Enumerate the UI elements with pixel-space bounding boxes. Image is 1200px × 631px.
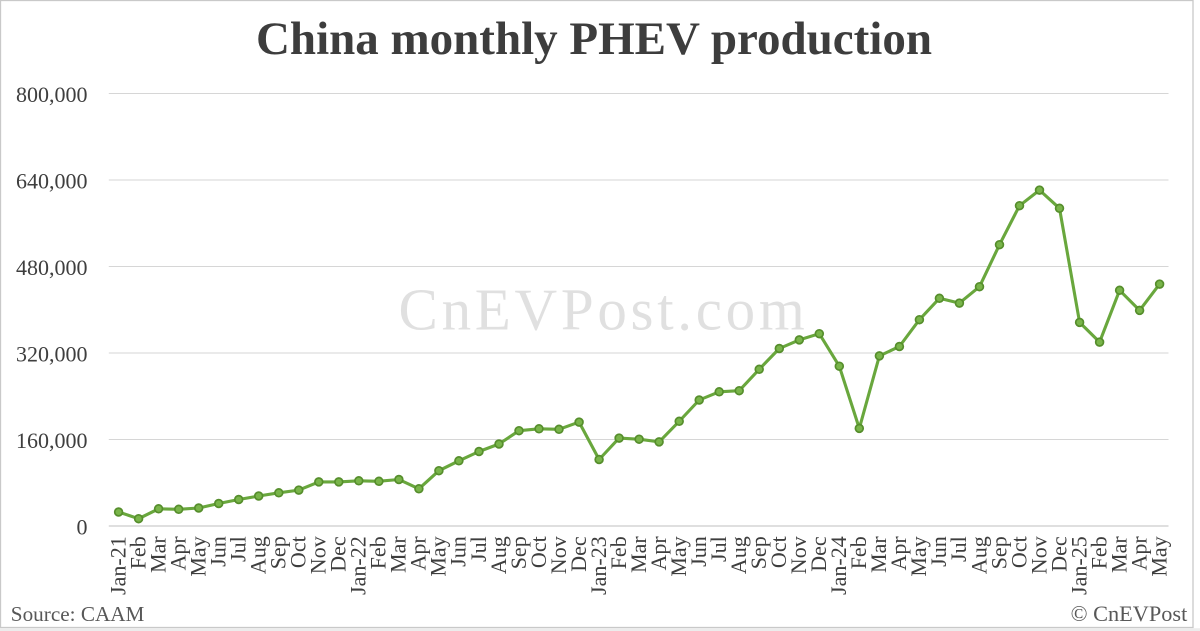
svg-text:Jul: Jul (226, 536, 251, 562)
svg-text:Mar: Mar (866, 536, 891, 573)
svg-text:Aug: Aug (486, 536, 511, 574)
svg-text:China monthly PHEV production: China monthly PHEV production (256, 13, 932, 65)
svg-text:Jun: Jun (206, 536, 231, 567)
svg-text:Mar: Mar (386, 536, 411, 573)
svg-text:320,000: 320,000 (16, 342, 88, 367)
svg-text:May: May (426, 536, 451, 576)
svg-text:Nov: Nov (1026, 536, 1051, 574)
svg-text:Dec: Dec (1046, 536, 1071, 572)
svg-text:Aug: Aug (966, 536, 991, 574)
svg-text:Apr: Apr (646, 536, 671, 571)
svg-text:Sep: Sep (746, 536, 771, 569)
svg-text:Nov: Nov (306, 536, 331, 574)
svg-text:Feb: Feb (125, 536, 150, 569)
svg-text:May: May (906, 536, 931, 576)
svg-text:Jun: Jun (446, 536, 471, 567)
svg-text:Mar: Mar (626, 536, 651, 573)
svg-text:Oct: Oct (286, 536, 311, 568)
svg-text:May: May (186, 536, 211, 576)
svg-text:Jan-22: Jan-22 (346, 536, 371, 595)
svg-text:Mar: Mar (145, 536, 170, 573)
svg-text:Oct: Oct (766, 536, 791, 568)
svg-text:Feb: Feb (606, 536, 631, 569)
svg-text:Jun: Jun (686, 536, 711, 567)
svg-text:Jan-24: Jan-24 (826, 536, 851, 595)
svg-text:800,000: 800,000 (16, 82, 88, 107)
svg-text:0: 0 (77, 515, 88, 540)
svg-text:Feb: Feb (366, 536, 391, 569)
svg-text:Feb: Feb (846, 536, 871, 569)
svg-text:May: May (666, 536, 691, 576)
svg-text:May: May (1146, 536, 1171, 576)
svg-text:Sep: Sep (266, 536, 291, 569)
svg-text:Apr: Apr (886, 536, 911, 571)
svg-text:Sep: Sep (506, 536, 531, 569)
svg-text:Aug: Aug (726, 536, 751, 574)
svg-text:Jul: Jul (946, 536, 971, 562)
svg-text:Jul: Jul (706, 536, 731, 562)
svg-text:Apr: Apr (406, 536, 431, 571)
svg-text:Nov: Nov (546, 536, 571, 574)
svg-text:Jan-23: Jan-23 (586, 536, 611, 595)
svg-text:Oct: Oct (526, 536, 551, 568)
svg-text:Jan-25: Jan-25 (1066, 536, 1091, 595)
svg-text:Feb: Feb (1086, 536, 1111, 569)
svg-text:Dec: Dec (566, 536, 591, 572)
svg-text:Aug: Aug (246, 536, 271, 574)
svg-text:CnEVPost.com: CnEVPost.com (399, 277, 809, 343)
svg-text:480,000: 480,000 (16, 255, 88, 280)
svg-text:Apr: Apr (166, 536, 191, 571)
svg-text:160,000: 160,000 (16, 428, 88, 453)
svg-text:Dec: Dec (326, 536, 351, 572)
svg-text:Jan-21: Jan-21 (105, 536, 130, 595)
svg-text:Sep: Sep (986, 536, 1011, 569)
svg-text:Jul: Jul (466, 536, 491, 562)
svg-text:Jun: Jun (926, 536, 951, 567)
svg-text:Nov: Nov (786, 536, 811, 574)
svg-text:640,000: 640,000 (16, 169, 88, 194)
svg-text:Dec: Dec (806, 536, 831, 572)
svg-text:Oct: Oct (1006, 536, 1031, 568)
svg-text:Source: CAAM: Source: CAAM (11, 602, 145, 626)
svg-text:© CnEVPost: © CnEVPost (1071, 601, 1188, 626)
svg-text:Apr: Apr (1126, 536, 1151, 571)
svg-text:Mar: Mar (1106, 536, 1131, 573)
